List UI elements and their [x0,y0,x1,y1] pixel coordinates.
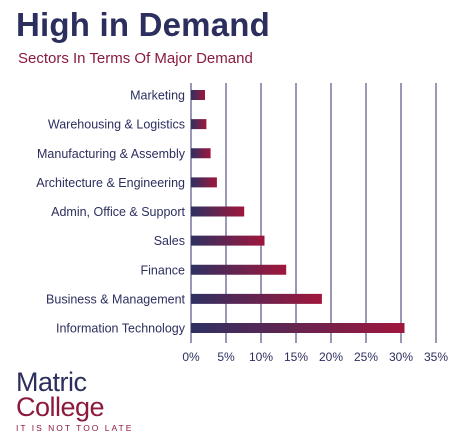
bar [191,206,245,217]
category-label: Manufacturing & Assembly [37,147,186,161]
x-tick-label: 15% [284,350,308,364]
logo-text-line1: Matric [16,367,87,397]
bar [191,148,211,159]
chart-title: High in Demand [16,6,270,43]
bar [191,264,287,275]
x-tick-label: 0% [182,350,200,364]
x-tick-label: 25% [354,350,378,364]
category-label: Architecture & Engineering [36,176,185,190]
category-labels: Marketing Warehousing & Logistics Manufact… [36,89,185,336]
x-axis-ticks: 0% 5% 10% 15% 20% 25% 30% 35% [182,350,448,364]
x-tick-label: 35% [424,350,448,364]
bars [191,90,405,333]
category-label: Admin, Office & Support [51,205,185,219]
bar [191,293,322,304]
bar [191,90,205,100]
category-label: Marketing [130,89,185,103]
bar [191,119,207,130]
bar [191,323,405,333]
category-label: Finance [141,263,186,277]
college-logo: Matric College IT IS NOT TOO LATE [16,367,134,434]
category-label: Sales [154,234,185,248]
logo-tagline: IT IS NOT TOO LATE [16,423,134,433]
category-label: Information Technology [56,322,186,336]
x-tick-label: 5% [217,350,235,364]
bar [191,177,217,188]
bar [191,235,265,246]
x-tick-label: 20% [319,350,343,364]
chart-subtitle: Sectors In Terms Of Major Demand [18,50,253,67]
category-label: Warehousing & Logistics [48,118,185,132]
logo-text-line2: College [16,392,105,422]
category-label: Business & Management [46,292,185,306]
x-tick-label: 10% [249,350,273,364]
x-tick-label: 30% [389,350,413,364]
